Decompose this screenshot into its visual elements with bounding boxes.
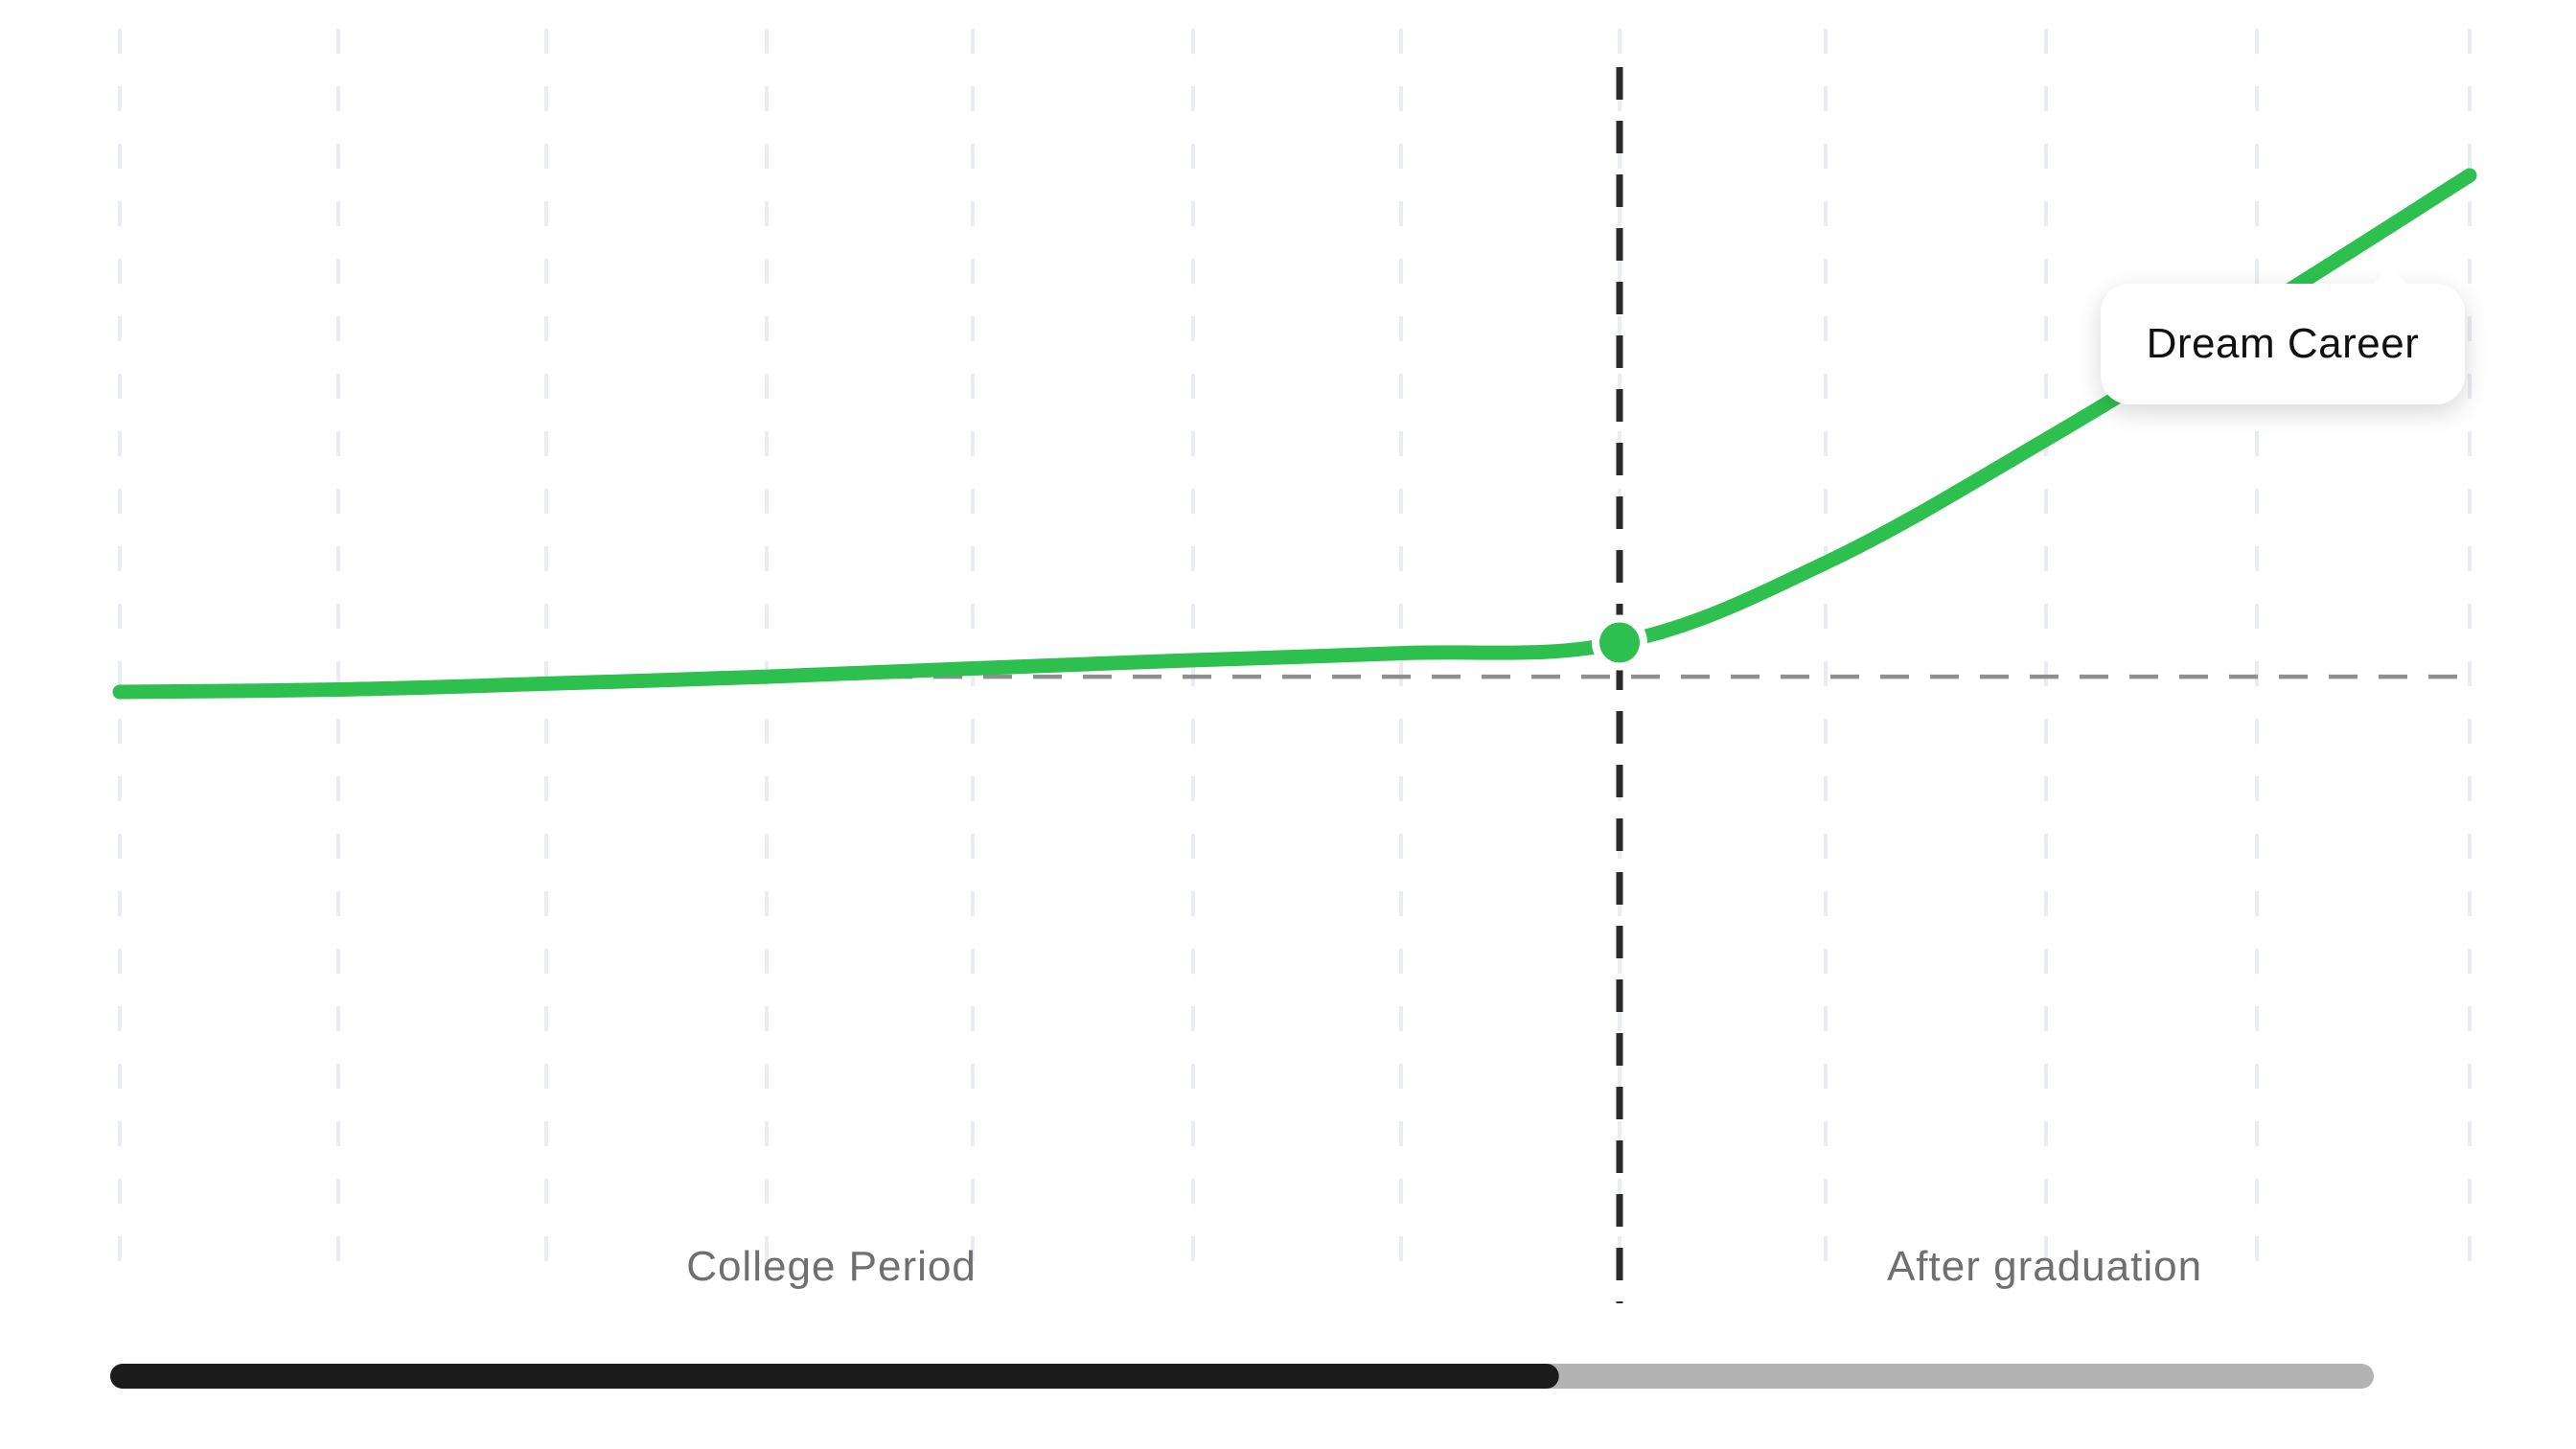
college-period-label: College Period (686, 1243, 977, 1290)
grid-lines (118, 29, 2472, 1284)
progress-fill (110, 1364, 1559, 1389)
dream-career-tooltip: Dream Career (2101, 266, 2465, 404)
career-growth-line (112, 168, 2477, 700)
graduation-milestone-point[interactable] (1592, 614, 1647, 671)
after-graduation-label: After graduation (1887, 1243, 2202, 1290)
